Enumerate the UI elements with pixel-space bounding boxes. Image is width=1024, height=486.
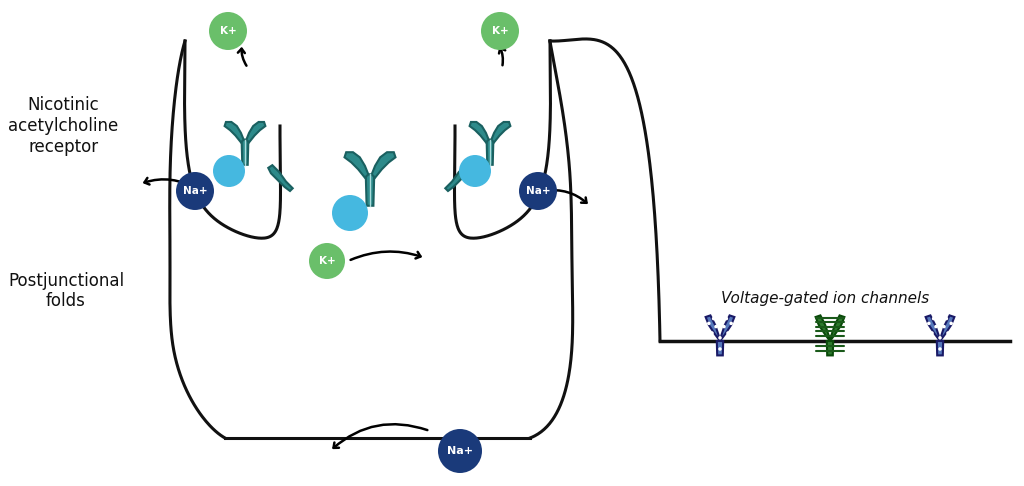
Text: Voltage-gated ion channels: Voltage-gated ion channels [721,291,929,306]
Circle shape [714,325,718,329]
Circle shape [729,322,733,325]
Circle shape [938,336,942,340]
Circle shape [722,325,726,329]
Polygon shape [815,315,830,341]
Text: K+: K+ [219,26,237,36]
Circle shape [459,155,490,187]
Polygon shape [830,315,845,341]
Polygon shape [937,341,943,355]
Circle shape [213,155,245,187]
Circle shape [944,317,948,320]
Circle shape [519,172,557,210]
Circle shape [718,336,722,340]
Text: Postjunctional
folds: Postjunctional folds [8,272,124,311]
Polygon shape [344,152,369,178]
Circle shape [309,243,345,279]
Circle shape [726,331,730,335]
Polygon shape [926,315,940,341]
Polygon shape [940,315,954,341]
Text: Na+: Na+ [447,446,473,456]
Circle shape [711,331,714,335]
Circle shape [209,12,247,50]
Polygon shape [486,139,494,165]
Circle shape [934,325,938,329]
Polygon shape [470,122,488,142]
Circle shape [927,322,931,325]
Polygon shape [706,315,720,341]
Circle shape [946,331,950,335]
Circle shape [932,317,935,320]
Circle shape [718,347,722,351]
Circle shape [725,317,728,320]
Polygon shape [445,165,470,191]
Text: Na+: Na+ [182,186,207,196]
Polygon shape [224,122,244,142]
Circle shape [707,322,711,325]
Polygon shape [492,122,510,142]
Polygon shape [372,152,395,178]
Circle shape [176,172,214,210]
Polygon shape [242,139,249,165]
Polygon shape [717,341,723,355]
Polygon shape [366,174,374,206]
Circle shape [712,317,716,320]
Circle shape [481,12,519,50]
Circle shape [949,322,953,325]
Circle shape [938,347,942,351]
Text: K+: K+ [318,256,336,266]
Circle shape [332,195,368,231]
Text: Nicotinic
acetylcholine
receptor: Nicotinic acetylcholine receptor [8,96,118,156]
Circle shape [438,429,482,473]
Text: K+: K+ [492,26,508,36]
Circle shape [930,331,934,335]
Polygon shape [247,122,265,142]
Polygon shape [720,315,734,341]
Polygon shape [268,165,293,191]
Polygon shape [826,341,834,355]
Text: Na+: Na+ [525,186,550,196]
Circle shape [942,325,946,329]
